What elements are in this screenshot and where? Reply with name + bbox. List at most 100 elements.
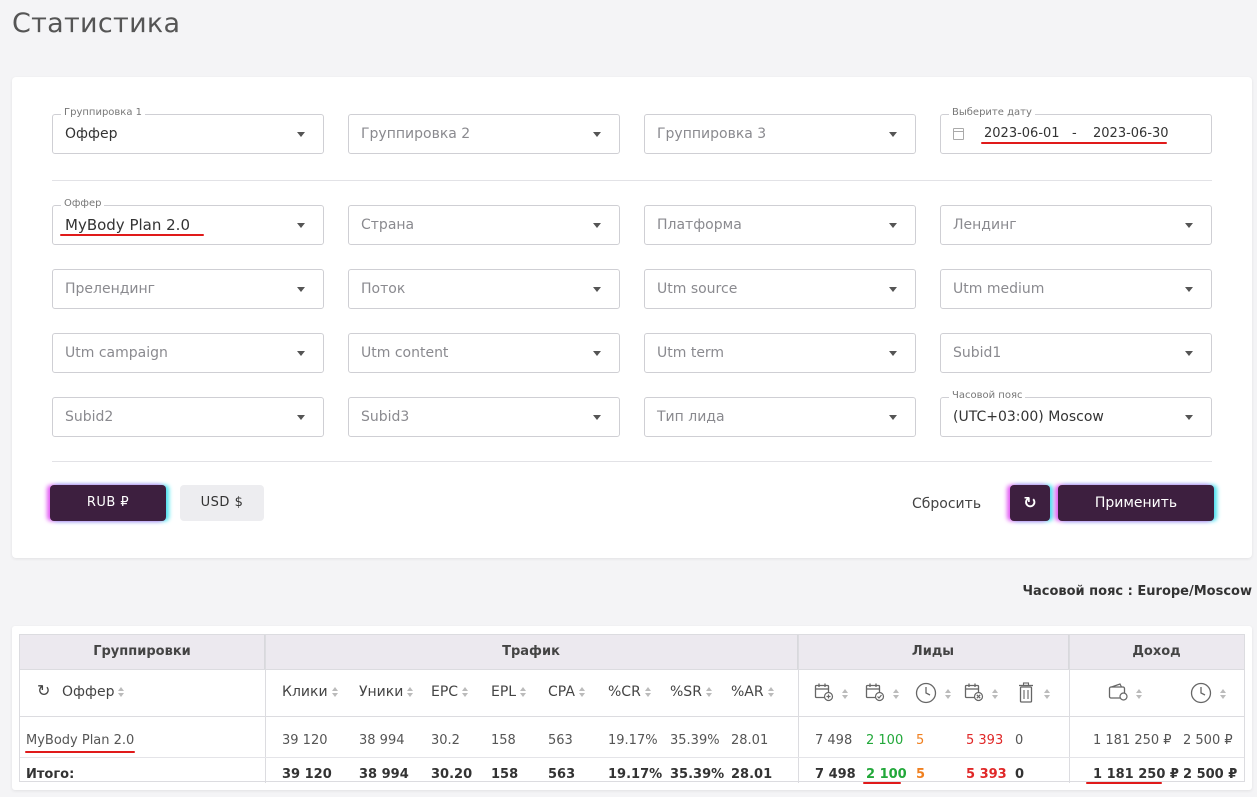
offer-annotation-underline <box>60 234 204 236</box>
income-annotation-underline <box>1086 782 1162 784</box>
refresh-icon[interactable]: ↻ <box>37 681 51 700</box>
prelanding-placeholder: Прелендинг <box>65 281 156 297</box>
total-epc: 30.20 <box>431 767 473 782</box>
group-header-traffic: Трафик <box>265 635 798 669</box>
column-offer-label: Оффер <box>62 684 115 700</box>
statistics-table-card: Группировки Трафик Лиды Доход ↻ Оффер Кл… <box>12 626 1252 790</box>
row-offer-name[interactable]: MyBody Plan 2.0 <box>26 733 135 748</box>
utm-term-placeholder: Utm term <box>657 345 725 361</box>
column-epc[interactable]: EPC <box>431 684 469 700</box>
trash-icon[interactable] <box>1018 682 1034 704</box>
row-epl: 158 <box>491 733 516 748</box>
sort-icon <box>462 687 469 697</box>
row-leads-rejected: 5 393 <box>966 733 1004 748</box>
row-leads-hold: 5 <box>916 733 925 748</box>
sort-icon[interactable] <box>1044 689 1050 699</box>
total-cpa: 563 <box>548 767 576 782</box>
refresh-icon: ↻ <box>1023 493 1037 512</box>
utm-campaign-select[interactable]: Utm campaign <box>52 333 324 373</box>
currency-rub-button[interactable]: RUB ₽ <box>50 485 166 521</box>
landing-select[interactable]: Лендинг <box>940 205 1212 245</box>
column-epc-label: EPC <box>431 684 459 700</box>
chevron-down-icon <box>593 351 601 356</box>
date-label: Выберите дату <box>949 107 1035 119</box>
utm-medium-select[interactable]: Utm medium <box>940 269 1212 309</box>
sort-icon[interactable] <box>893 689 899 699</box>
sort-icon[interactable] <box>945 689 951 699</box>
stream-select[interactable]: Поток <box>348 269 620 309</box>
chevron-down-icon <box>889 287 897 292</box>
column-offer[interactable]: Оффер <box>62 684 125 700</box>
column-cr[interactable]: %CR <box>608 684 651 700</box>
timezone-select[interactable]: Часовой пояс (UTC+03:00) Moscow <box>940 390 1212 437</box>
sort-icon[interactable] <box>1136 689 1142 699</box>
column-ar[interactable]: %AR <box>731 684 774 700</box>
wallet-icon[interactable] <box>1108 682 1128 702</box>
total-ar: 28.01 <box>731 767 773 782</box>
calendar-plus-icon[interactable] <box>814 682 834 702</box>
row-divider <box>20 757 1244 758</box>
sort-icon[interactable] <box>1220 689 1226 699</box>
column-uniques[interactable]: Уники <box>359 684 414 700</box>
subid2-select[interactable]: Subid2 <box>52 397 324 437</box>
row-leads-total: 7 498 <box>815 733 853 748</box>
chevron-down-icon <box>297 351 305 356</box>
utm-term-select[interactable]: Utm term <box>644 333 916 373</box>
utm-source-select[interactable]: Utm source <box>644 269 916 309</box>
apply-button[interactable]: Применить <box>1058 485 1214 521</box>
utm-source-placeholder: Utm source <box>657 281 738 297</box>
group-header-income: Доход <box>1069 635 1244 669</box>
column-epl[interactable]: EPL <box>491 684 527 700</box>
page-title: Статистика <box>12 8 181 39</box>
calendar-x-icon[interactable] <box>964 682 984 702</box>
row-cr: 19.17% <box>608 733 658 748</box>
lead-type-select[interactable]: Тип лида <box>644 397 916 437</box>
column-separator <box>1069 635 1070 783</box>
offer-select[interactable]: Оффер MyBody Plan 2.0 <box>52 198 324 245</box>
sort-icon <box>520 687 527 697</box>
column-sr[interactable]: %SR <box>670 684 712 700</box>
subid3-select[interactable]: Subid3 <box>348 397 620 437</box>
calendar-check-icon[interactable] <box>865 682 885 702</box>
platform-select[interactable]: Платформа <box>644 205 916 245</box>
total-leads-rejected: 5 393 <box>966 767 1007 782</box>
total-label: Итого: <box>26 767 75 782</box>
offer-label: Оффер <box>61 198 105 210</box>
chevron-down-icon <box>297 415 305 420</box>
date-range-picker[interactable]: Выберите дату 2023-06-01 - 2023-06-30 <box>940 107 1212 154</box>
total-leads-approved: 2 100 <box>866 767 907 782</box>
country-select[interactable]: Страна <box>348 205 620 245</box>
column-separator <box>265 635 266 783</box>
column-sr-label: %SR <box>670 684 702 700</box>
grouping3-placeholder: Группировка 3 <box>657 126 767 142</box>
sort-icon <box>407 687 414 697</box>
approved-annotation-underline <box>863 782 901 784</box>
group-header-leads: Лиды <box>798 635 1069 669</box>
column-cpa[interactable]: CPA <box>548 684 585 700</box>
group-header-groupings: Группировки <box>20 635 265 669</box>
column-clicks[interactable]: Клики <box>282 684 338 700</box>
sort-icon[interactable] <box>992 689 998 699</box>
currency-usd-button[interactable]: USD $ <box>180 485 264 521</box>
utm-content-select[interactable]: Utm content <box>348 333 620 373</box>
sort-icon[interactable] <box>842 689 848 699</box>
reset-button[interactable]: Сбросить <box>912 496 982 512</box>
grouping2-select[interactable]: Группировка 2 <box>348 114 620 154</box>
chevron-down-icon <box>889 223 897 228</box>
clock-icon[interactable] <box>915 682 937 704</box>
stream-placeholder: Поток <box>361 281 406 297</box>
total-income-hold: 2 500 ₽ <box>1183 767 1238 782</box>
chevron-down-icon <box>593 132 601 137</box>
total-income-approved: 1 181 250 ₽ <box>1093 767 1179 782</box>
row-leads-approved: 2 100 <box>866 733 904 748</box>
grouping1-select[interactable]: Группировка 1 Оффер <box>52 107 324 154</box>
chevron-down-icon <box>889 132 897 137</box>
timezone-note: Часовой пояс : Europe/Moscow <box>1022 584 1252 599</box>
chevron-down-icon <box>1185 351 1193 356</box>
grouping3-select[interactable]: Группировка 3 <box>644 114 916 154</box>
subid1-select[interactable]: Subid1 <box>940 333 1212 373</box>
refresh-button[interactable]: ↻ <box>1010 485 1050 521</box>
clock-icon[interactable] <box>1190 682 1212 704</box>
prelanding-select[interactable]: Прелендинг <box>52 269 324 309</box>
lead-type-placeholder: Тип лида <box>657 409 725 425</box>
